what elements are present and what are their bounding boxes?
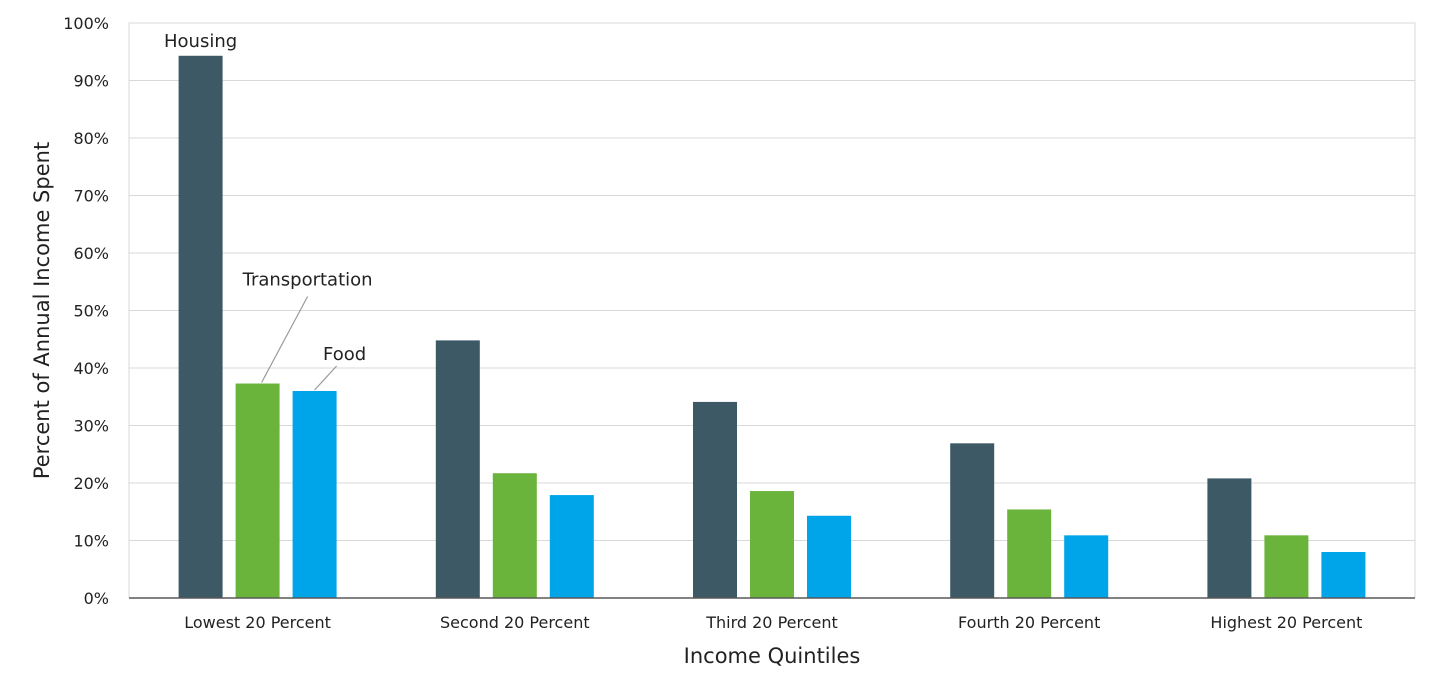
- bar-housing-4: [950, 443, 995, 598]
- series-label-transportation: Transportation: [242, 270, 373, 291]
- y-tick-label: 30%: [73, 417, 109, 436]
- y-tick-label: 20%: [73, 474, 109, 493]
- gridlines: [129, 22, 1415, 541]
- bars: [178, 55, 1366, 598]
- y-tick-label: 90%: [73, 72, 109, 91]
- bar-food-4: [1064, 535, 1109, 598]
- y-tick-label: 70%: [73, 187, 109, 206]
- leader-line-food: [314, 365, 338, 391]
- bar-housing-2: [435, 340, 480, 598]
- y-tick-label: 0%: [84, 589, 109, 608]
- x-axis-title: Income Quintiles: [684, 644, 861, 668]
- bar-food-5: [1321, 552, 1366, 598]
- bar-transportation-1: [235, 383, 280, 598]
- series-label-food: Food: [323, 344, 366, 365]
- leader-line-transportation: [261, 296, 309, 383]
- y-tick-label: 60%: [73, 244, 109, 263]
- y-axis-ticks: 0% 10% 20% 30% 40% 50% 60% 70% 80% 90% 100%: [63, 14, 109, 608]
- x-tick-label: Third 20 Percent: [705, 613, 838, 632]
- y-tick-label: 40%: [73, 359, 109, 378]
- bar-housing-5: [1207, 478, 1252, 598]
- bar-transportation-4: [1007, 509, 1052, 598]
- bar-food-1: [292, 391, 337, 598]
- x-tick-label: Second 20 Percent: [440, 613, 590, 632]
- y-tick-label: 100%: [63, 14, 109, 33]
- x-tick-label: Fourth 20 Percent: [958, 613, 1100, 632]
- y-tick-label: 10%: [73, 532, 109, 551]
- x-tick-label: Highest 20 Percent: [1210, 613, 1362, 632]
- y-axis-title: Percent of Annual Income Spent: [30, 142, 54, 479]
- series-callouts: Housing Transportation Food: [164, 31, 373, 391]
- y-tick-label: 80%: [73, 129, 109, 148]
- series-label-housing: Housing: [164, 31, 237, 52]
- x-axis: Lowest 20 Percent Second 20 Percent Third …: [128, 23, 1416, 632]
- bar-housing-3: [693, 401, 737, 598]
- bar-transportation-5: [1264, 535, 1309, 598]
- bar-food-3: [807, 515, 851, 598]
- bar-transportation-2: [492, 473, 537, 598]
- bar-housing-1: [178, 55, 223, 598]
- y-tick-label: 50%: [73, 302, 109, 321]
- bar-food-2: [549, 495, 594, 598]
- bar-transportation-3: [750, 491, 794, 598]
- x-tick-label: Lowest 20 Percent: [184, 613, 331, 632]
